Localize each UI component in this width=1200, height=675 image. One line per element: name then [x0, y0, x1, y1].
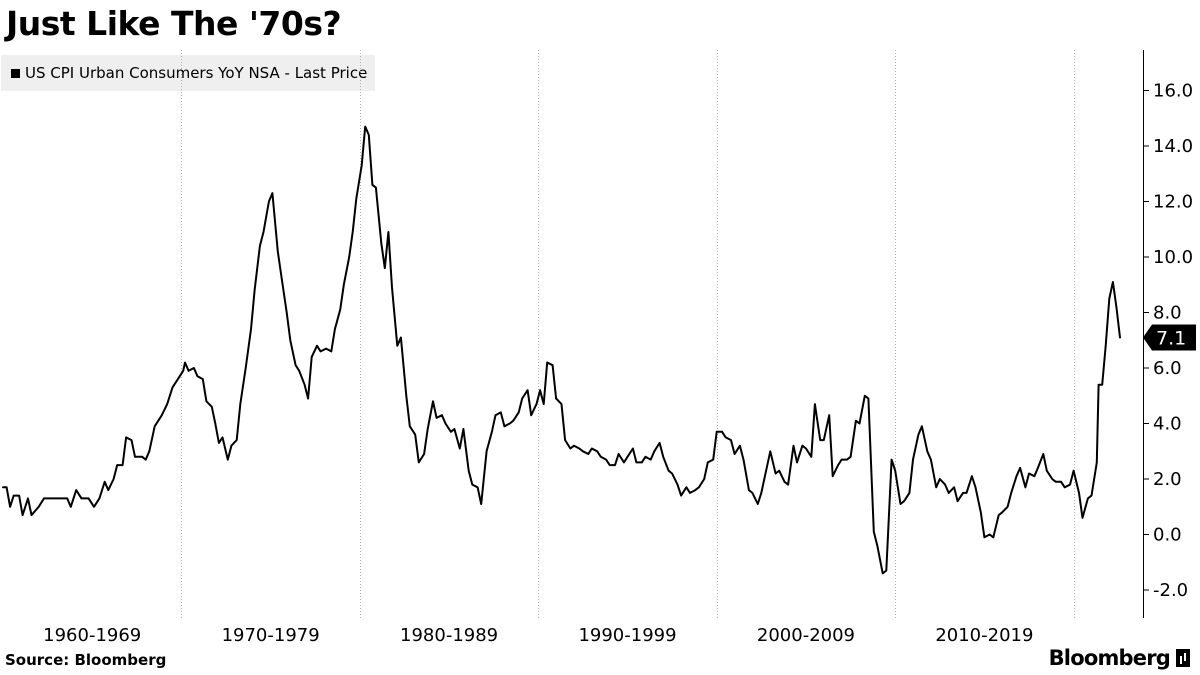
source-note: Source: Bloomberg — [5, 651, 167, 669]
x-tick-label: 1980-1989 — [400, 625, 498, 646]
x-tick-label: 1990-1999 — [578, 625, 676, 646]
legend-label: US CPI Urban Consumers YoY NSA - Last Pr… — [25, 64, 368, 82]
brand-wordmark: Bloomberg — [1048, 646, 1171, 670]
last-value-badge — [1143, 324, 1196, 351]
y-tick-label: 4.0 — [1153, 414, 1182, 435]
y-axis: 16.0 14.0 12.0 10.0 8.0 6.0 4.0 2.0 0.0 -2.0 — [1143, 50, 1193, 618]
series-line — [2, 125, 1121, 575]
x-tick-label: 1960-1969 — [43, 625, 141, 646]
bloomberg-mark-icon — [1176, 649, 1190, 667]
y-tick-label: 12.0 — [1153, 192, 1193, 213]
chart-title: Just Like The '70s? — [6, 4, 342, 43]
y-tick-label: 0.0 — [1153, 525, 1182, 546]
brand-logo: Bloomberg — [1049, 646, 1190, 670]
y-tick-label: 14.0 — [1153, 136, 1193, 157]
x-axis-labels: 1960-1969 1970-1979 1980-1989 1990-1999 2000… — [43, 625, 1033, 646]
series-lines — [2, 125, 1121, 575]
y-tick-label: 6.0 — [1153, 358, 1182, 379]
x-tick-label: 2000-2009 — [757, 625, 855, 646]
legend-swatch — [11, 68, 20, 78]
decade-separators — [181, 50, 1075, 618]
y-tick-label: -2.0 — [1153, 580, 1188, 601]
y-tick-label: 10.0 — [1153, 247, 1193, 268]
y-tick-label: 2.0 — [1153, 469, 1182, 490]
x-tick-label: 1970-1979 — [222, 625, 320, 646]
y-tick-label: 16.0 — [1153, 81, 1193, 102]
y-tick-label: 8.0 — [1153, 303, 1182, 324]
last-value-label: 7.1 — [1156, 327, 1186, 349]
x-tick-label: 2010-2019 — [935, 625, 1033, 646]
last-value-callout: 7.1 — [1143, 324, 1196, 351]
legend: US CPI Urban Consumers YoY NSA - Last Pr… — [1, 55, 376, 91]
